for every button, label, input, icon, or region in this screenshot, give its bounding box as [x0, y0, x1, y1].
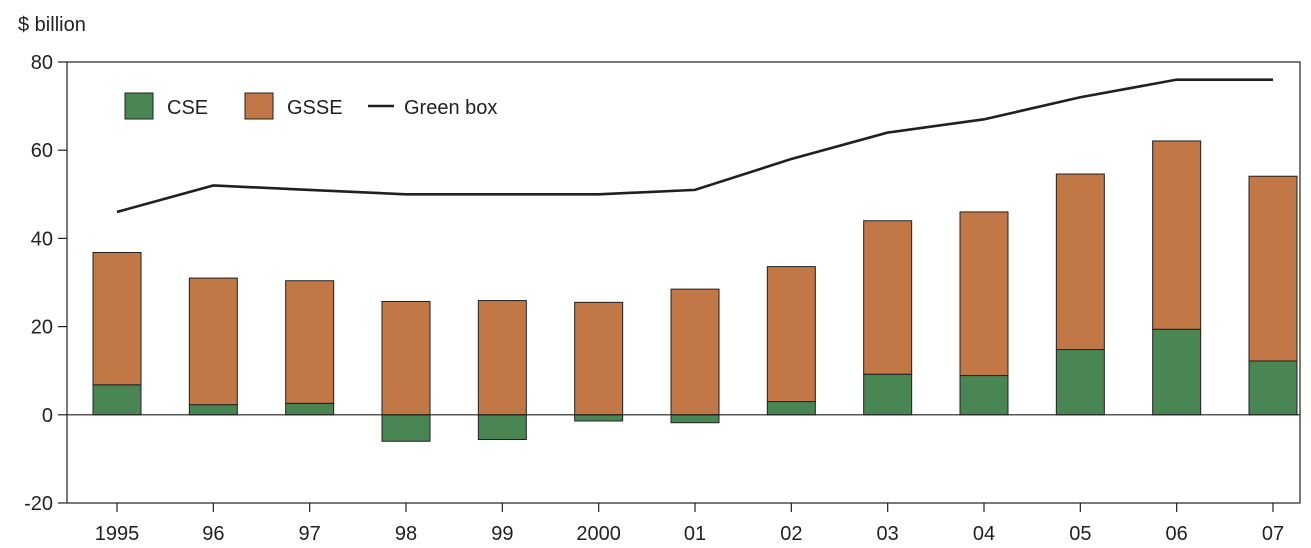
y-tick-label: 0: [42, 405, 53, 427]
bar-cse: [766, 401, 816, 416]
y-tick-label: 20: [31, 317, 53, 339]
bar-cse: [1152, 328, 1202, 416]
bar-cse: [92, 384, 142, 416]
bar-cse: [1055, 349, 1105, 416]
y-tick-label: 40: [31, 228, 53, 250]
x-tick-label: 05: [1069, 523, 1091, 545]
legend-label-cse: CSE: [167, 97, 208, 119]
x-tick-label: 07: [1262, 523, 1284, 545]
bar-cse: [477, 414, 527, 440]
bar-gsse: [285, 280, 335, 404]
x-tick-label: 99: [491, 523, 513, 545]
bar-gsse: [1248, 175, 1298, 362]
bar-cse: [574, 414, 624, 422]
y-tick-label: 60: [31, 140, 53, 162]
bar-cse: [670, 414, 720, 424]
x-tick-label: 04: [973, 523, 995, 545]
bar-gsse: [477, 300, 527, 416]
bar-cse: [188, 404, 238, 416]
bar-cse: [285, 402, 335, 416]
x-tick-label: 97: [299, 523, 321, 545]
x-axis: 1995 96 97 98 99 2000 01 02 03 04 05 06 07: [95, 503, 1284, 545]
y-tick-label: 80: [31, 52, 53, 74]
x-tick-label: 98: [395, 523, 417, 545]
legend-swatch-cse: [124, 92, 154, 120]
bar-gsse: [1055, 173, 1105, 351]
legend: CSE GSSE Green box: [124, 92, 497, 120]
bar-gsse: [188, 277, 238, 406]
plot-frame: [66, 61, 1301, 504]
x-tick-label: 96: [202, 523, 224, 545]
bar-cse: [959, 375, 1009, 416]
bar-gsse: [1152, 140, 1202, 330]
bar-cse: [863, 373, 913, 416]
bar-gsse: [574, 301, 624, 416]
x-tick-label: 02: [780, 523, 802, 545]
legend-label-gsse: GSSE: [287, 97, 343, 119]
bar-gsse: [959, 211, 1009, 377]
bar-gsse: [766, 266, 816, 403]
bar-gsse: [92, 252, 142, 386]
bar-gsse: [381, 300, 431, 416]
x-tick-label: 1995: [95, 523, 140, 545]
bar-cse: [1248, 360, 1298, 416]
x-tick-label: 06: [1166, 523, 1188, 545]
y-tick-label: -20: [24, 493, 53, 515]
x-tick-label: 03: [877, 523, 899, 545]
green-box-line: [116, 78, 1273, 214]
x-tick-label: 2000: [576, 523, 621, 545]
bar-group: [92, 140, 1298, 442]
bar-gsse: [863, 220, 913, 375]
y-axis: -20 0 20 40 60 80: [24, 52, 1300, 515]
legend-swatch-gsse: [244, 92, 274, 120]
x-tick-label: 01: [684, 523, 706, 545]
y-axis-unit-label: $ billion: [18, 14, 86, 36]
bar-gsse: [670, 288, 720, 416]
legend-label-green-box: Green box: [404, 97, 497, 119]
plot-area: -20 0 20 40 60 80 1995 96 97 98 99 2000 01 02 03 04 05 0…: [24, 52, 1301, 545]
bar-cse: [381, 414, 431, 442]
